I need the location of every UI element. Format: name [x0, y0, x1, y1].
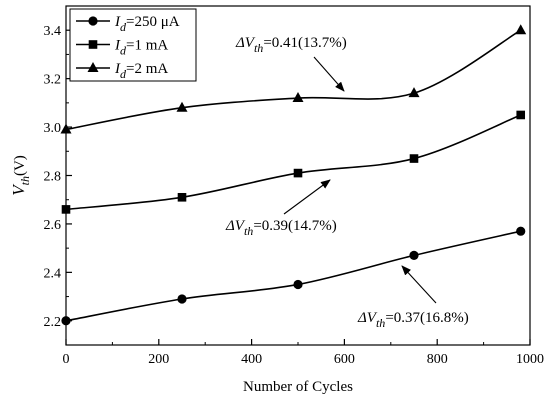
- annotation-arrow: [283, 179, 331, 215]
- y-tick-label: 2.2: [44, 315, 62, 330]
- series-markers: [60, 24, 527, 326]
- x-tick-label: 800: [427, 352, 448, 367]
- legend-marker-triangle: [87, 62, 99, 72]
- series-line-1: [65, 230, 521, 322]
- data-point-circle: [516, 226, 526, 236]
- data-point-triangle: [292, 92, 304, 103]
- data-point-square: [177, 192, 187, 202]
- legend: Id=250 μA Id=1 mA Id=2 mA: [69, 8, 197, 82]
- y-tick-label: 2.6: [44, 218, 62, 233]
- y-tick-label: 2.4: [44, 266, 62, 281]
- y-axis: 2.2 2.4 2.6 2.8 3.0 3.2 3.4: [44, 5, 72, 346]
- y-tick-label: 3.2: [44, 73, 62, 88]
- annotation-label: ΔVth=0.41(13.7%): [235, 35, 347, 55]
- legend-marker-square: [88, 40, 98, 49]
- legend-entry-label: Id=2 mA: [114, 61, 168, 81]
- data-point-square: [516, 110, 526, 120]
- legend-entry-label: Id=1 mA: [114, 38, 168, 58]
- legend-marker-circle: [88, 16, 98, 26]
- annotation-label: ΔVth=0.37(16.8%): [357, 310, 469, 330]
- annotation-label: ΔVth=0.39(14.7%): [225, 218, 337, 238]
- data-point-circle: [409, 250, 419, 261]
- legend-entry-label: Id=250 μA: [114, 14, 180, 34]
- data-point-triangle: [408, 87, 420, 98]
- data-point-triangle: [176, 101, 188, 112]
- y-axis-title: Vth(V): [9, 155, 32, 196]
- series-line-2: [65, 114, 522, 211]
- data-point-circle: [293, 279, 303, 290]
- data-point-triangle: [515, 24, 527, 35]
- y-tick-label: 2.8: [44, 170, 62, 185]
- annotation-arrow: [313, 56, 345, 92]
- annotations: ΔVth=0.41(13.7%) ΔVth=0.39(14.7%) ΔVth=0.3…: [225, 35, 469, 330]
- y-tick-label: 3.4: [44, 24, 62, 39]
- y-tick-label: 3.0: [44, 121, 62, 136]
- x-tick-label: 600: [334, 352, 355, 367]
- data-point-square: [409, 154, 419, 163]
- x-tick-label: 400: [241, 352, 262, 367]
- data-point-circle: [177, 294, 187, 304]
- data-point-square: [293, 168, 303, 178]
- x-tick-label: 200: [148, 352, 169, 367]
- x-axis: 0 200 400 600 800 1000: [63, 339, 544, 367]
- annotation-arrow: [401, 265, 437, 304]
- x-tick-label: 1000: [516, 352, 544, 367]
- x-axis-title: Number of Cycles: [243, 379, 353, 395]
- x-tick-label: 0: [63, 352, 70, 367]
